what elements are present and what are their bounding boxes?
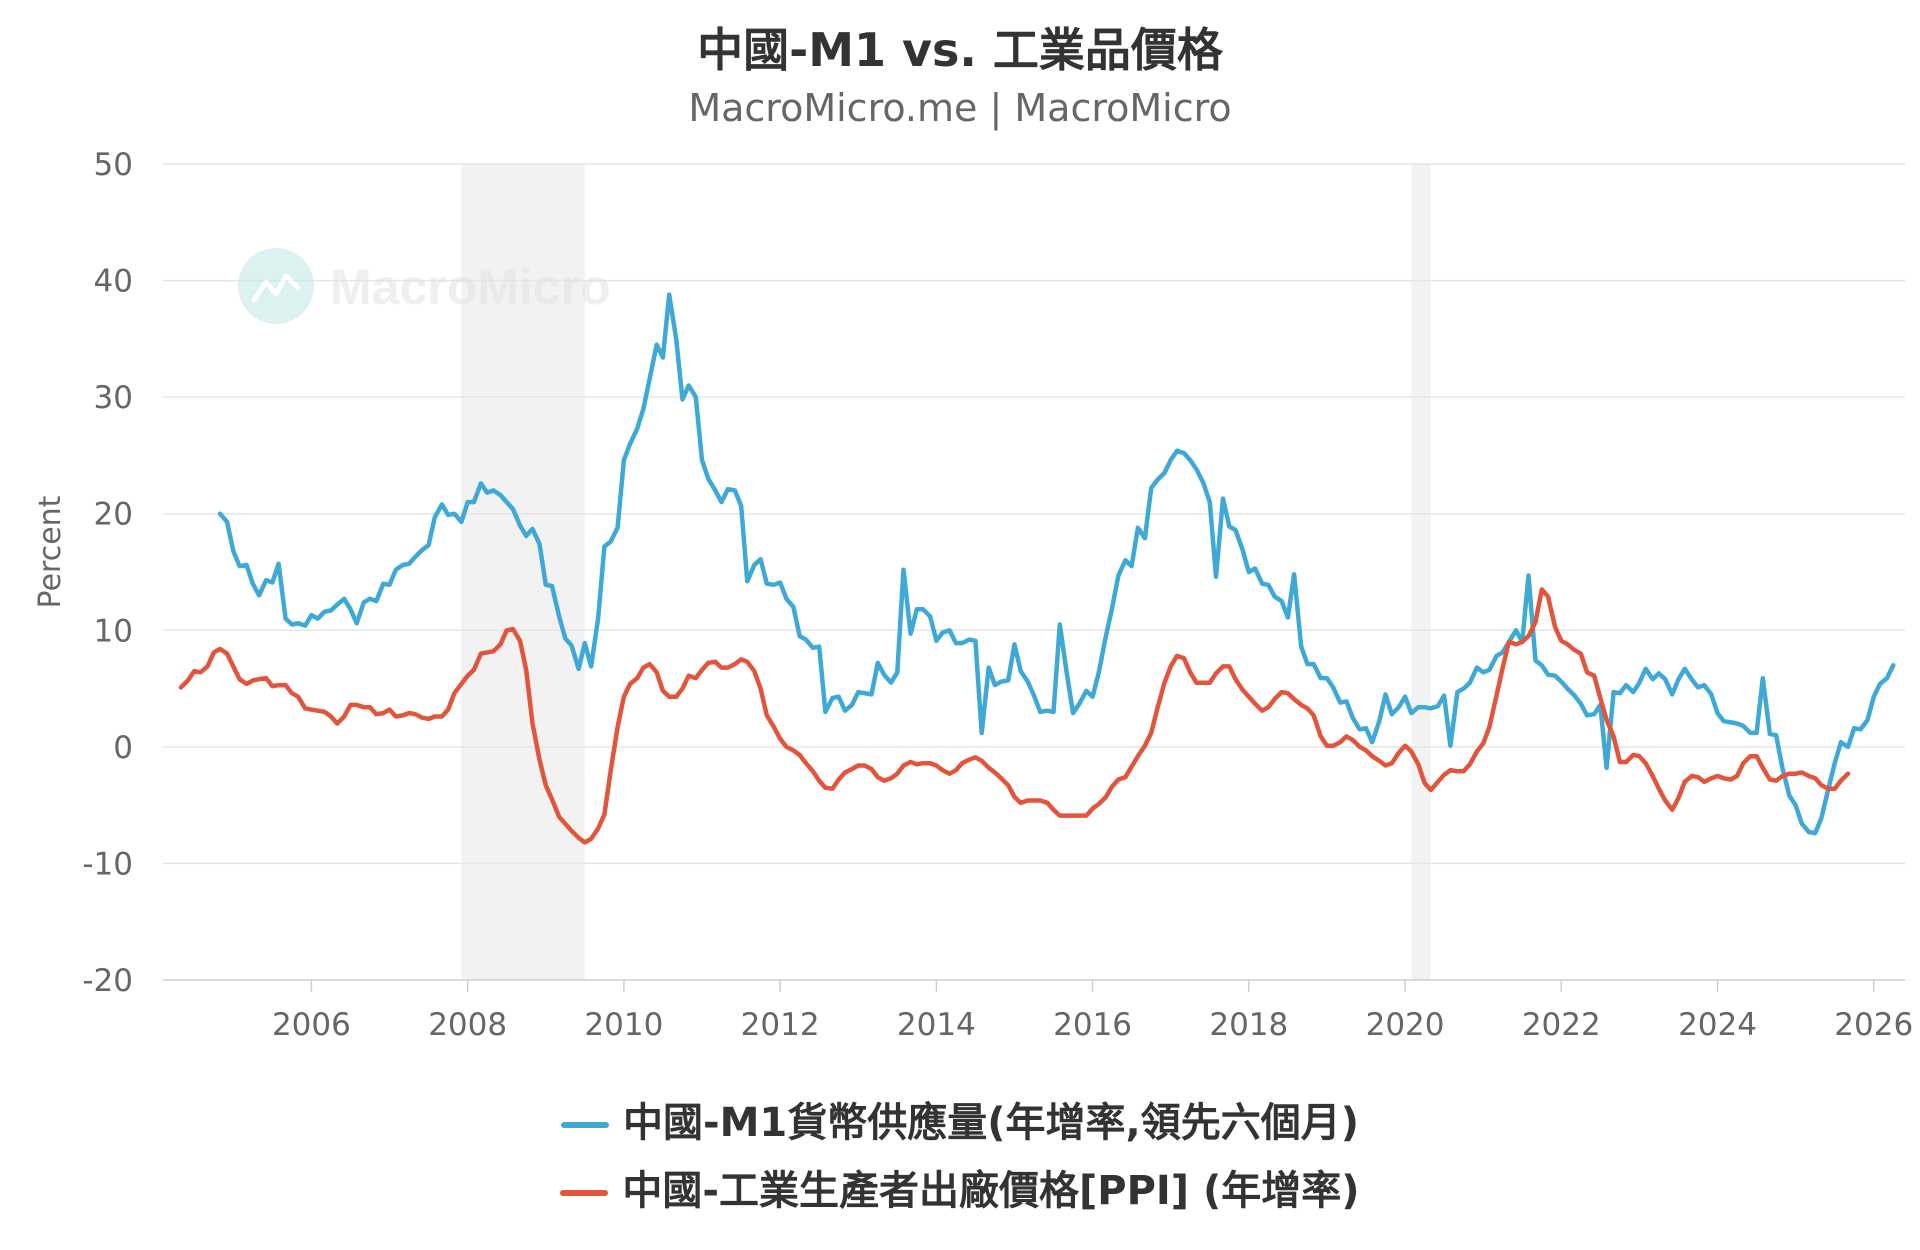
x-tick-label: 2026 bbox=[1834, 1007, 1913, 1043]
chart-subtitle: MacroMicro.me | MacroMicro bbox=[688, 86, 1232, 130]
watermark: MacroMicro bbox=[238, 248, 611, 324]
legend-label-m1: 中國-M1貨幣供應量(年增率,領先六個月) bbox=[623, 1100, 1359, 1146]
x-tick-label: 2016 bbox=[1053, 1007, 1132, 1043]
x-tick-label: 2006 bbox=[272, 1007, 351, 1043]
y-tick-label: 10 bbox=[94, 613, 133, 649]
recession-band-0 bbox=[461, 164, 585, 980]
x-tick-label: 2012 bbox=[741, 1007, 820, 1043]
y-axis-ticks: 50 40 30 20 10 0 -10 -20 bbox=[82, 147, 133, 999]
x-tick-label: 2022 bbox=[1522, 1007, 1601, 1043]
y-axis-label: Percent bbox=[33, 495, 68, 608]
series-line-ppi[interactable] bbox=[178, 587, 1851, 845]
watermark-logo-icon bbox=[238, 248, 314, 324]
legend-swatch-ppi bbox=[560, 1190, 609, 1196]
y-tick-label: 40 bbox=[94, 264, 133, 300]
x-tick-label: 2010 bbox=[584, 1007, 663, 1043]
recession-shading bbox=[461, 164, 1431, 980]
x-tick-label: 2018 bbox=[1209, 1007, 1288, 1043]
legend-label-ppi: 中國-工業生產者出廠價格[PPI] (年增率) bbox=[622, 1168, 1360, 1214]
chart-title: 中國-M1 vs. 工業品價格 bbox=[697, 23, 1223, 77]
legend-swatch-m1 bbox=[561, 1122, 609, 1128]
x-tick-label: 2020 bbox=[1366, 1007, 1445, 1043]
y-tick-label: 30 bbox=[94, 380, 133, 416]
x-tick-label: 2024 bbox=[1678, 1007, 1757, 1043]
legend-item-m1[interactable]: 中國-M1貨幣供應量(年增率,領先六個月) bbox=[0, 1090, 1920, 1148]
x-axis-ticks: 2006 2008 2010 2012 2014 2016 2018 2020 2022 2024… bbox=[272, 980, 1913, 1043]
watermark-text: MacroMicro bbox=[330, 259, 611, 315]
y-tick-label: 0 bbox=[113, 730, 133, 766]
y-tick-label: 20 bbox=[94, 497, 133, 533]
x-tick-label: 2008 bbox=[428, 1007, 507, 1043]
y-tick-label: 50 bbox=[94, 147, 133, 183]
legend-item-ppi[interactable]: 中國-工業生產者出廠價格[PPI] (年增率) bbox=[0, 1158, 1920, 1216]
recession-band-1 bbox=[1411, 164, 1431, 980]
y-tick-label: -10 bbox=[82, 846, 133, 882]
series-line-m1[interactable] bbox=[217, 292, 1896, 836]
series-lines bbox=[178, 292, 1896, 845]
y-tick-label: -20 bbox=[82, 963, 133, 999]
x-tick-label: 2014 bbox=[897, 1007, 976, 1043]
